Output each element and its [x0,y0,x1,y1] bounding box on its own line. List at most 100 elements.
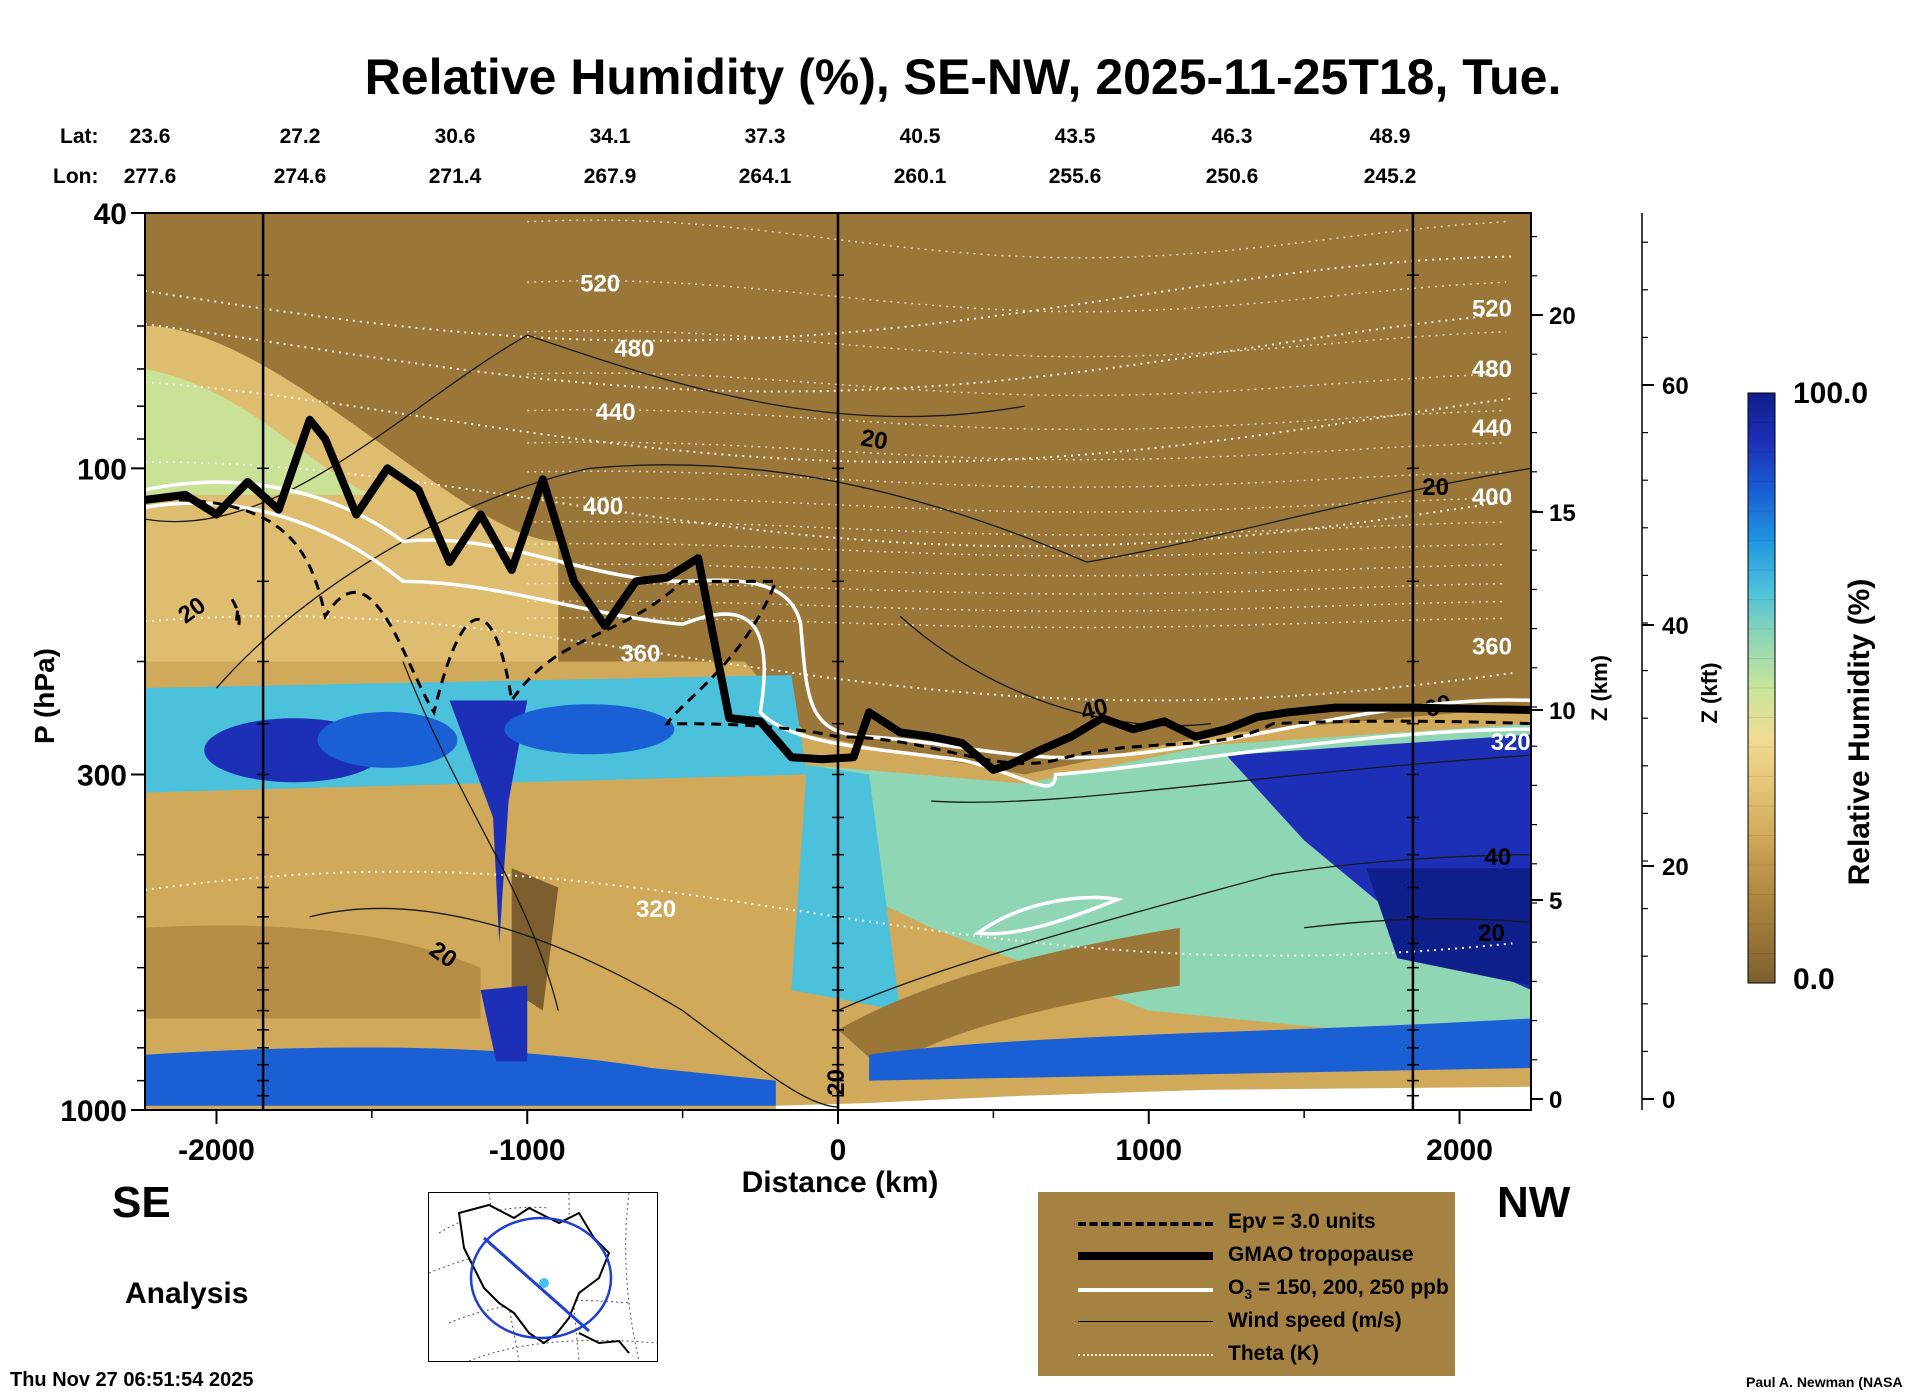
x-tick-label: -1000 [489,1134,566,1167]
y-tick-label: 300 [77,759,127,792]
timestamp: Thu Nov 27 06:51:54 2025 [10,1369,254,1391]
tropopause-line [145,415,1531,774]
lat-value: 43.5 [1054,125,1096,148]
ozone-contour [145,480,1531,760]
legend-ozone-swatch [1078,1288,1213,1292]
legend-ozone-label: O3 = 150, 200, 250 ppb [1228,1276,1449,1303]
wind-speed-label: 40 [1484,844,1511,871]
rh-region [145,1047,776,1106]
lat-value: 27.2 [279,125,321,148]
terrain-mask [775,1086,1531,1110]
theta-label: 520 [580,270,620,297]
legend-epv: Epv = 3.0 units [1038,1208,1455,1238]
colorbar [1747,392,1776,984]
theta-label: 360 [620,641,660,668]
legend-ozone: O3 = 150, 200, 250 ppb [1038,1274,1455,1304]
lon-value: 271.4 [428,165,482,188]
theta-contour [527,372,1507,397]
x-tick-label: -2000 [178,1134,255,1167]
y-tick-label: 40 [94,198,127,231]
rh-region [791,765,901,1011]
rh-region [145,925,481,1019]
theta-contour [145,870,1513,957]
direction-left-label: SE [112,1178,171,1227]
theta-label: 440 [1472,415,1512,442]
lon-value: 264.1 [738,165,792,188]
lon-value: 277.6 [123,165,177,188]
ozone-contour [145,501,1531,788]
rh-core [317,711,458,768]
rh-core [480,985,528,1062]
lon-row-label: Lon: [53,165,99,188]
theta-label: 360 [1472,633,1512,660]
z-km-tick-label: 5 [1549,888,1562,915]
analysis-label: Analysis [125,1277,249,1310]
legend-tropopause-swatch [1078,1252,1213,1260]
lon-value: 255.6 [1048,165,1102,188]
direction-right-label: NW [1497,1178,1571,1227]
theta-contour [145,312,1513,393]
theta-contour [527,329,1507,358]
rh-core [504,704,675,755]
legend-epv-swatch [1078,1222,1213,1226]
lon-value: 250.6 [1205,165,1259,188]
theta-contour [145,615,1513,702]
wind-speed-label: 20 [859,424,890,455]
wind-speed-label: 20 [1478,920,1505,947]
z-kft-axis-label: Z (kft) [1697,662,1722,724]
x-tick-label: 2000 [1426,1134,1493,1167]
north-america-section-map-icon [429,1193,657,1361]
theta-label: 480 [1472,356,1512,383]
lat-value: 40.5 [899,125,941,148]
legend-theta-swatch [1078,1354,1213,1356]
legend: Epv = 3.0 units GMAO tropopause O3 = 150… [1038,1192,1455,1376]
colorbar-label: Relative Humidity (%) [1843,578,1876,886]
lon-value: 274.6 [273,165,327,188]
z-km-tick-label: 10 [1549,698,1576,725]
theta-label: 400 [583,493,623,520]
x-tick-label: 1000 [1115,1134,1182,1167]
z-km-axis-label: Z (km) [1587,655,1612,721]
legend-wind-swatch [1078,1321,1213,1322]
theta-contour [145,255,1513,342]
lat-value: 48.9 [1369,125,1411,148]
z-kft-tick-label: 40 [1662,613,1689,640]
theta-label: 440 [596,399,636,426]
wind-speed-contour [402,661,559,1011]
lat-value: 37.3 [744,125,786,148]
theta-label: 320 [636,896,676,923]
legend-theta-label: Theta (K) [1228,1342,1319,1365]
z-kft-tick-label: 0 [1662,1087,1675,1114]
y-tick-label: 1000 [60,1095,127,1128]
legend-theta: Theta (K) [1038,1340,1455,1370]
z-km-tick-label: 20 [1549,303,1576,330]
wind-speed-contour [837,854,1531,1012]
colorbar-min-label: 0.0 [1793,963,1835,996]
theta-label: 520 [1472,296,1512,323]
lat-value: 34.1 [589,125,631,148]
y-tick-label: 100 [77,453,127,486]
x-tick-label: 0 [830,1134,847,1167]
lat-value: 30.6 [434,125,476,148]
lat-value: 46.3 [1211,125,1253,148]
rh-region [838,927,1180,1072]
rh-region [869,1018,1531,1081]
theta-label: 400 [1472,484,1512,511]
rh-core [449,700,528,944]
legend-wind: Wind speed (m/s) [1038,1307,1455,1337]
lat-row-label: Lat: [60,125,99,148]
z-kft-tick-label: 20 [1662,854,1689,881]
epv-contour [230,598,241,628]
z-kft-tick-label: 60 [1662,373,1689,400]
rh-core [1366,868,1531,986]
legend-epv-label: Epv = 3.0 units [1228,1210,1376,1233]
epv-contour [145,498,1531,765]
colorbar-max-label: 100.0 [1793,377,1869,410]
wind-speed-label: 20 [1422,474,1449,501]
chart-title: Relative Humidity (%), SE-NW, 2025-11-25… [364,49,1562,105]
legend-tropopause-label: GMAO tropopause [1228,1243,1414,1266]
lon-value: 245.2 [1363,165,1417,188]
wind-speed-label: 20 [823,1069,850,1096]
legend-wind-label: Wind speed (m/s) [1228,1309,1402,1332]
